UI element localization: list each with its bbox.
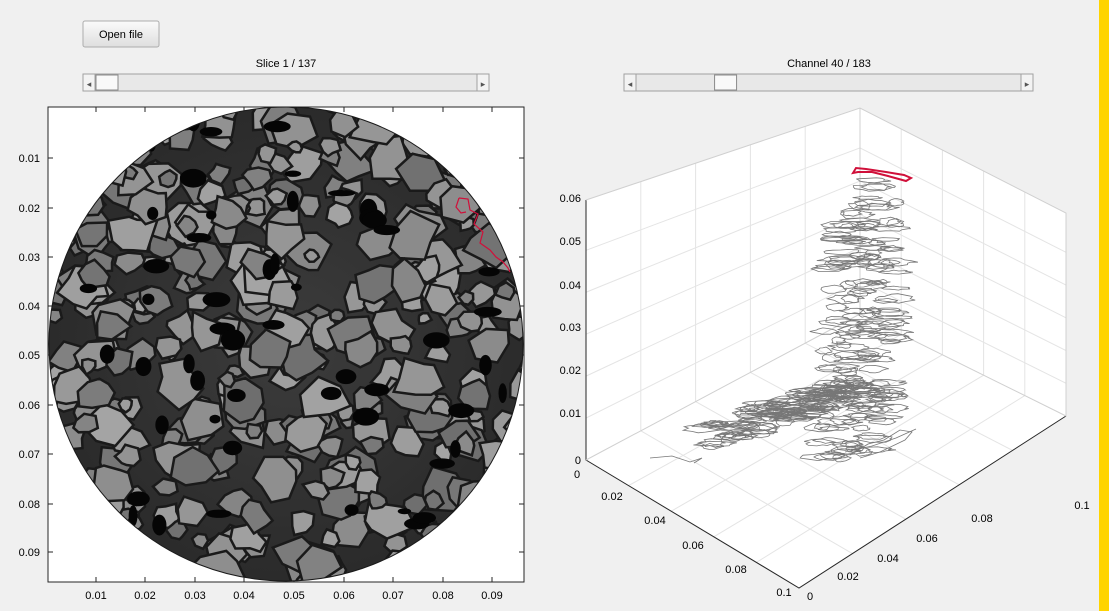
svg-text:Open file: Open file <box>99 29 143 41</box>
volume-y-tick-label: 0.06 <box>916 533 937 545</box>
volume-x-tick-label: 0.02 <box>601 491 622 503</box>
slice-label: Slice 1 / 137 <box>256 58 317 70</box>
channel-slider-thumb[interactable] <box>714 74 738 91</box>
slice-slider[interactable]: ◂ ▸ <box>82 73 490 92</box>
volume-x-tick-label: 0.1 <box>776 587 791 599</box>
channel-slider[interactable]: ◂ ▸ <box>623 73 1034 92</box>
volume-x-tick-label: 0.08 <box>725 564 746 576</box>
slice-y-tick-label: 0.04 <box>19 301 40 313</box>
volume-y-tick-label: 0.04 <box>877 553 898 565</box>
slice-x-tick-label: 0.06 <box>333 590 354 602</box>
slice-y-tick-label: 0.08 <box>19 499 40 511</box>
volume-x-tick-label: 0.04 <box>644 515 665 527</box>
window-edge-accent <box>1099 0 1109 611</box>
volume-y-tick-label: 0.08 <box>971 513 992 525</box>
volume-z-tick-label: 0.03 <box>560 322 581 334</box>
svg-text:▸: ▸ <box>481 79 486 89</box>
channel-highlight-contour <box>850 166 914 183</box>
slice-x-tick-label: 0.09 <box>481 590 502 602</box>
svg-text:◂: ◂ <box>87 79 92 89</box>
volume-z-tick-label: 0.01 <box>560 408 581 420</box>
volume-3d-ticks: 0 0.01 0.02 0.03 0.04 0.05 0.06 0 0.02 0.04 0.06 0.… <box>560 193 1090 603</box>
slice-y-tick-label: 0.02 <box>19 203 40 215</box>
volume-y-tick-label: 0.1 <box>1074 500 1089 512</box>
slice-y-tick-label: 0.03 <box>19 252 40 264</box>
volume-x-tick-label: 0 <box>574 469 580 481</box>
svg-text:◂: ◂ <box>628 79 633 89</box>
slice-slider-thumb[interactable] <box>95 74 119 91</box>
slice-y-tick-label: 0.01 <box>19 153 40 165</box>
slice-x-tick-label: 0.03 <box>184 590 205 602</box>
slice-x-tick-label: 0.08 <box>432 590 453 602</box>
volume-z-tick-label: 0.06 <box>560 193 581 205</box>
slice-x-tick-label: 0.05 <box>283 590 304 602</box>
pore-network-contours <box>649 177 918 464</box>
open-file-button[interactable]: Open file <box>82 20 160 48</box>
volume-z-tick-label: 0.02 <box>560 365 581 377</box>
slice-y-tick-label: 0.09 <box>19 547 40 559</box>
slice-y-tick-label: 0.05 <box>19 350 40 362</box>
svg-text:▸: ▸ <box>1025 79 1030 89</box>
volume-y-tick-label: 0 <box>807 591 813 603</box>
volume-z-tick-label: 0 <box>575 455 581 467</box>
channel-label: Channel 40 / 183 <box>787 58 871 70</box>
slice-y-tick-label: 0.07 <box>19 449 40 461</box>
slice-y-tick-label: 0.06 <box>19 400 40 412</box>
slice-x-tick-label: 0.01 <box>85 590 106 602</box>
volume-y-tick-label: 0.02 <box>837 571 858 583</box>
volume-z-tick-label: 0.05 <box>560 236 581 248</box>
slice-pore-contour <box>455 197 511 273</box>
slice-x-tick-label: 0.04 <box>233 590 254 602</box>
volume-3d-axes <box>585 107 1067 589</box>
volume-x-tick-label: 0.06 <box>682 540 703 552</box>
slice-x-tick-label: 0.07 <box>382 590 403 602</box>
slice-x-tick-label: 0.02 <box>134 590 155 602</box>
volume-z-tick-label: 0.04 <box>560 280 581 292</box>
